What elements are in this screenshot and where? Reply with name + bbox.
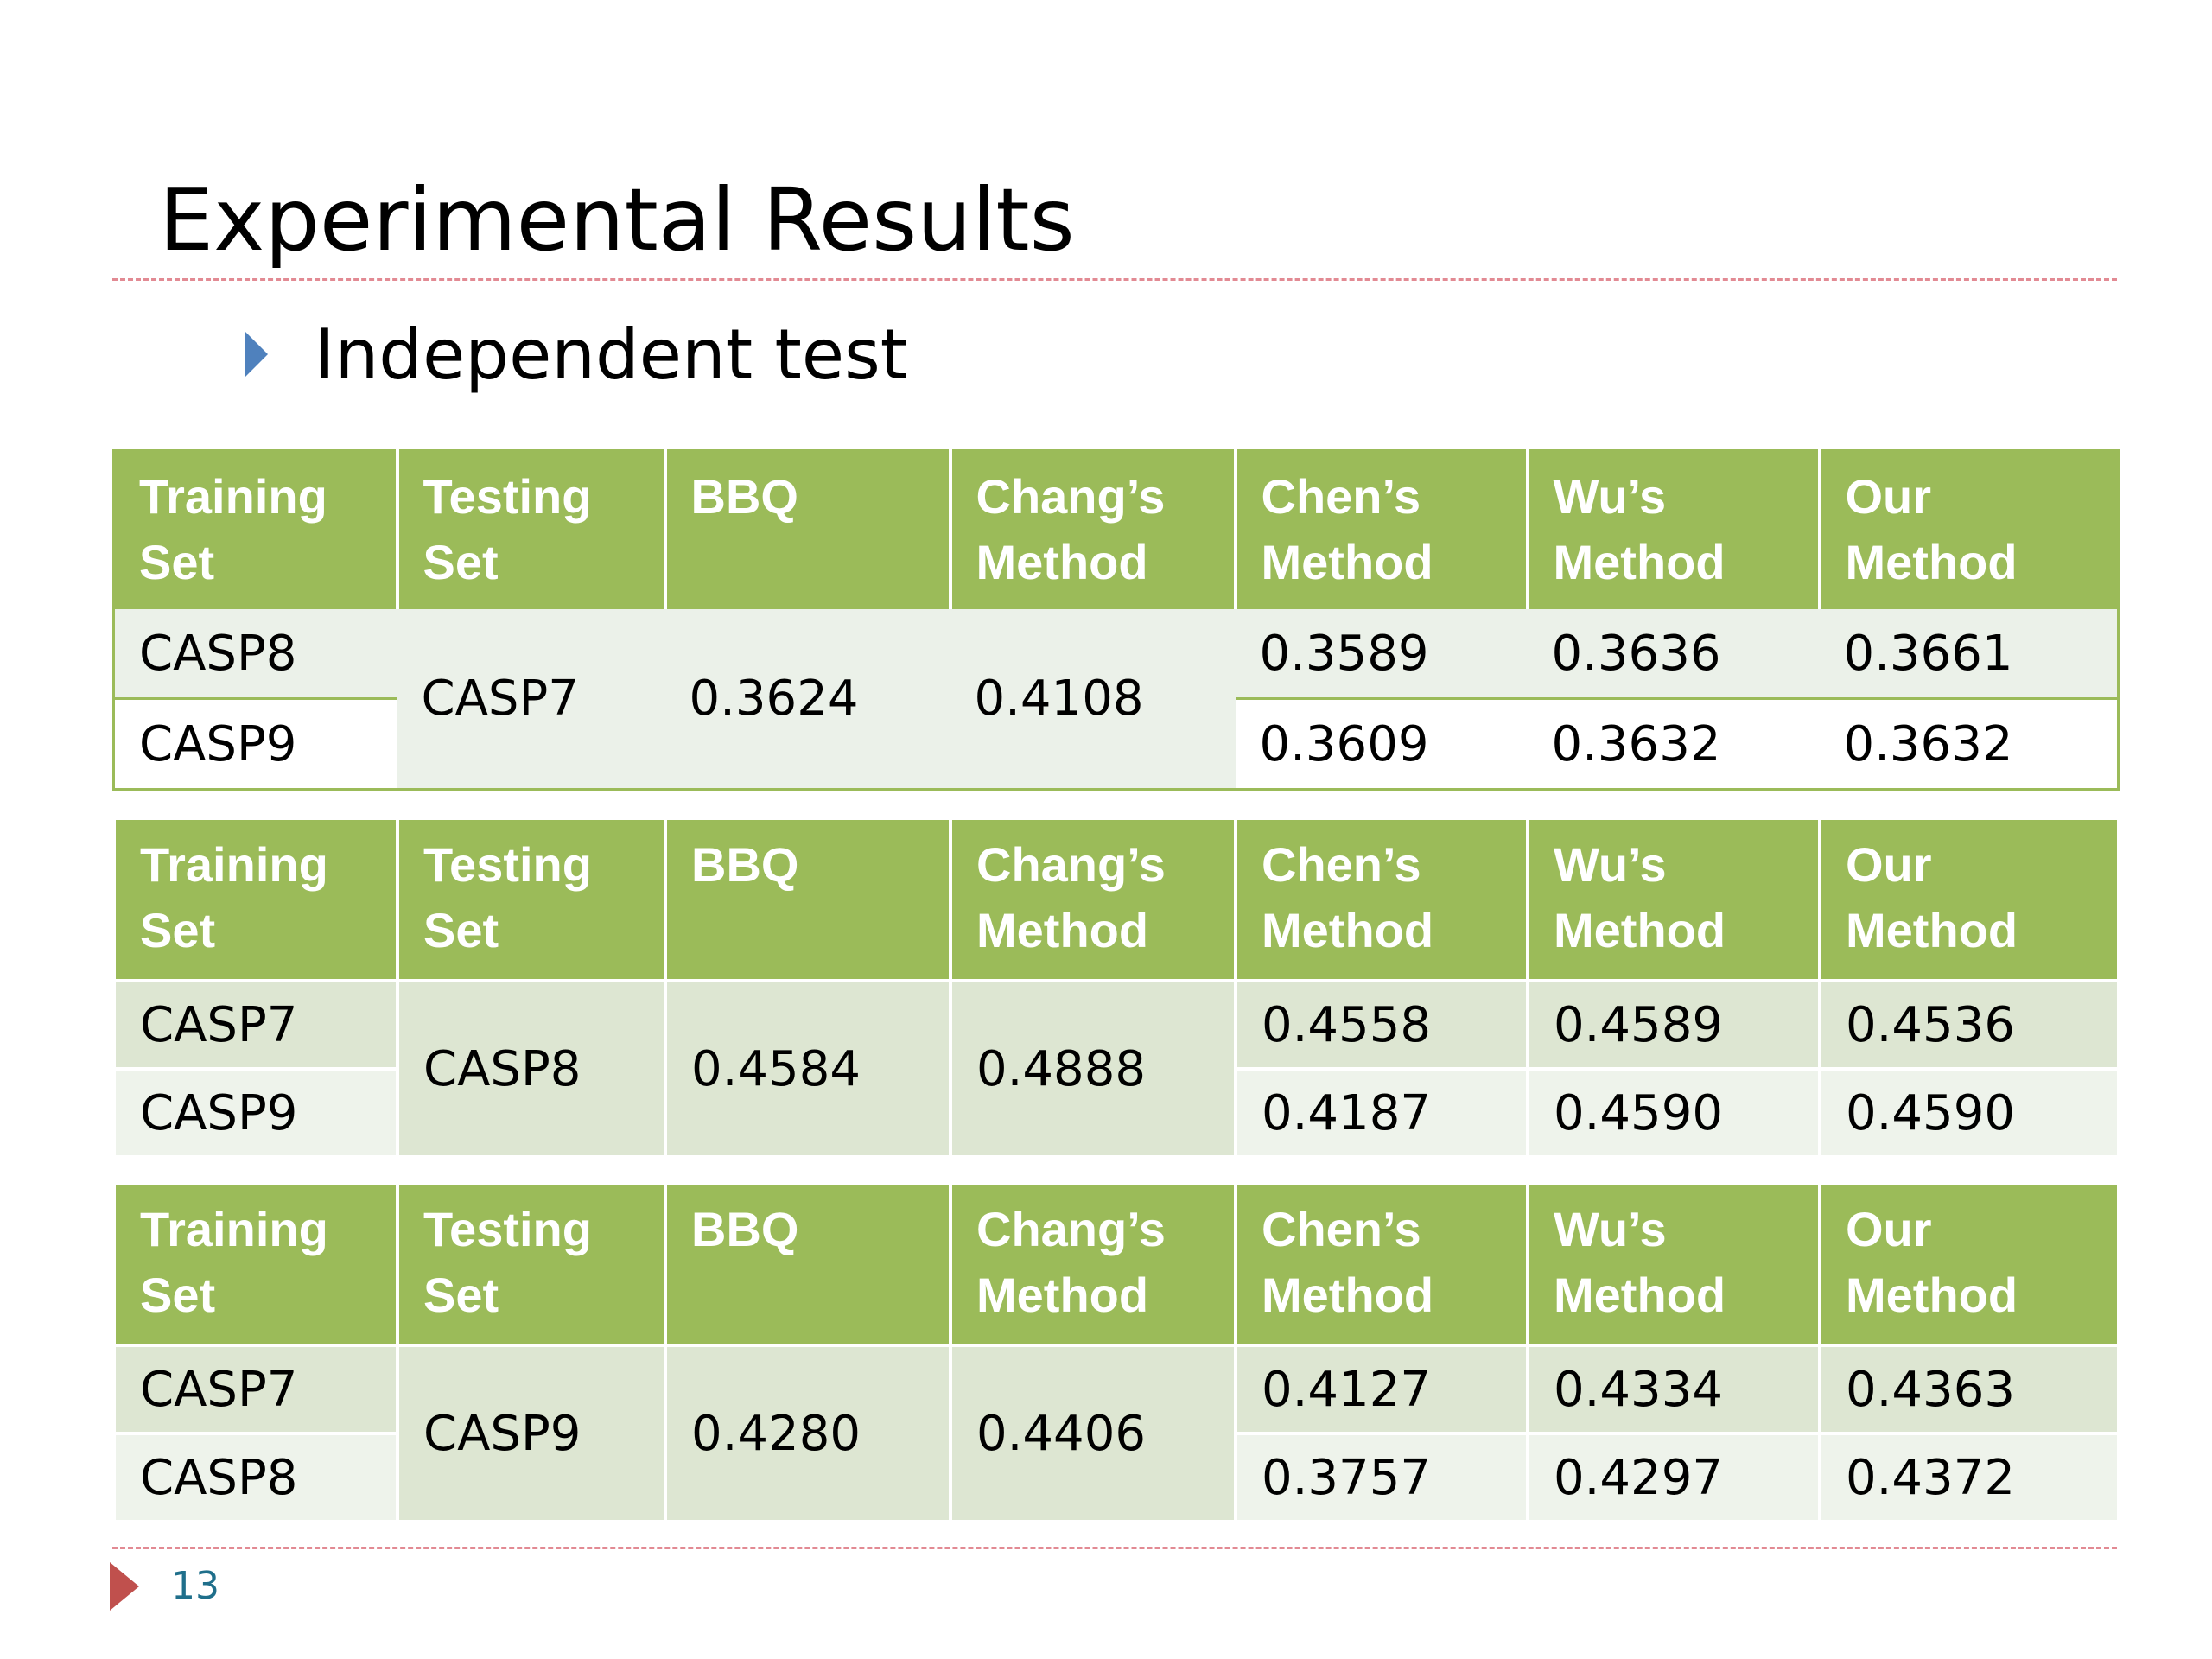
- cell-chen-method: 0.3609: [1235, 697, 1528, 790]
- cell-our-method: 0.3632: [1819, 697, 2119, 790]
- table-row: CASP8 CASP7 0.3624 0.4108 0.3589 0.3636 …: [113, 609, 2119, 790]
- header-wu-method: Wu’s Method: [1527, 450, 1821, 609]
- bottom-dashed-rule: [112, 1547, 2117, 1549]
- cell-bbq: 0.4280: [664, 1344, 952, 1523]
- footer-arrow-icon: [110, 1562, 139, 1611]
- cell-chen-method: 0.3757: [1234, 1432, 1529, 1523]
- header-chen-method: Chen’s Method: [1234, 817, 1529, 982]
- header-chang-method: Chang’s Method: [950, 450, 1237, 609]
- table-row: CASP8 0.3757 0.4297 0.4372: [112, 1432, 2120, 1523]
- cell-testing-set: CASP9: [396, 1344, 667, 1523]
- table-header-row: Training Set Testing Set BBQ Chang’s Method…: [112, 1181, 2120, 1347]
- results-table-casp8: Training Set Testing Set BBQ Chang’s Method…: [112, 817, 2120, 1159]
- header-wu-method: Wu’s Method: [1526, 1181, 1821, 1347]
- cell-our-method: 0.4372: [1818, 1432, 2120, 1523]
- table-row: CASP9 0.4187 0.4590 0.4590: [112, 1067, 2120, 1159]
- header-bbq: BBQ: [664, 1181, 952, 1347]
- cell-training-set: CASP9: [112, 1067, 399, 1159]
- results-table-casp7: Training Set Testing Set BBQ Chang’s Method…: [112, 449, 2120, 791]
- header-chang-method: Chang’s Method: [949, 1181, 1237, 1347]
- table-header-row: Training Set Testing Set BBQ Chang’s Method…: [113, 450, 2119, 609]
- header-our-method: Our Method: [1818, 1181, 2120, 1347]
- cell-our-method: 0.4536: [1818, 979, 2120, 1071]
- cell-chen-method: 0.4558: [1234, 979, 1529, 1071]
- cell-training-set: CASP9: [113, 697, 397, 790]
- bullet-text: Independent test: [315, 314, 908, 395]
- cell-wu-method: 0.4589: [1526, 979, 1821, 1071]
- cell-chang-method: 0.4406: [949, 1344, 1237, 1523]
- cell-testing-set: CASP8: [396, 979, 667, 1159]
- cell-wu-method: 0.4334: [1526, 1344, 1821, 1435]
- cell-training-set: CASP8: [112, 1432, 399, 1523]
- header-training-set: Training Set: [112, 1181, 399, 1347]
- header-chang-method: Chang’s Method: [949, 817, 1237, 982]
- header-testing-set: Testing Set: [397, 450, 667, 609]
- cell-our-method: 0.3661: [1819, 609, 2119, 699]
- cell-wu-method: 0.3632: [1527, 697, 1820, 790]
- cell-chang-method: 0.4888: [949, 979, 1237, 1159]
- cell-wu-method: 0.3636: [1527, 609, 1820, 699]
- bullet-item: Independent test: [245, 307, 907, 402]
- cell-testing-set: CASP7: [397, 609, 665, 790]
- table-row: CASP9 0.3609 0.3632 0.3632: [113, 697, 2119, 790]
- cell-chen-method: 0.3589: [1235, 609, 1528, 699]
- table-row: CASP7 CASP9 0.4280 0.4406 0.4127 0.4334 …: [112, 1344, 2120, 1523]
- header-our-method: Our Method: [1819, 450, 2119, 609]
- table-row: CASP7 CASP8 0.4584 0.4888 0.4558 0.4589 …: [112, 979, 2120, 1159]
- results-table-casp9: Training Set Testing Set BBQ Chang’s Method…: [112, 1181, 2120, 1523]
- cell-our-method: 0.4590: [1818, 1067, 2120, 1159]
- cell-chen-method: 0.4127: [1234, 1344, 1529, 1435]
- header-bbq: BBQ: [664, 817, 952, 982]
- header-training-set: Training Set: [112, 817, 399, 982]
- cell-wu-method: 0.4590: [1526, 1067, 1821, 1159]
- header-chen-method: Chen’s Method: [1234, 1181, 1529, 1347]
- slide-title: Experimental Results: [159, 169, 1075, 270]
- header-training-set: Training Set: [113, 450, 399, 609]
- cell-our-method: 0.4363: [1818, 1344, 2120, 1435]
- header-bbq: BBQ: [664, 450, 952, 609]
- cell-bbq: 0.3624: [664, 609, 950, 790]
- header-wu-method: Wu’s Method: [1526, 817, 1821, 982]
- header-our-method: Our Method: [1818, 817, 2120, 982]
- cell-wu-method: 0.4297: [1526, 1432, 1821, 1523]
- cell-chen-method: 0.4187: [1234, 1067, 1529, 1159]
- cell-training-set: CASP8: [113, 609, 397, 699]
- cell-training-set: CASP7: [112, 979, 399, 1071]
- cell-training-set: CASP7: [112, 1344, 399, 1435]
- page-number: 13: [171, 1564, 219, 1608]
- top-dashed-rule: [112, 278, 2117, 281]
- table-header-row: Training Set Testing Set BBQ Chang’s Method…: [112, 817, 2120, 982]
- cell-bbq: 0.4584: [664, 979, 952, 1159]
- header-testing-set: Testing Set: [396, 1181, 667, 1347]
- header-testing-set: Testing Set: [396, 817, 667, 982]
- cell-chang-method: 0.4108: [950, 609, 1236, 790]
- header-chen-method: Chen’s Method: [1235, 450, 1529, 609]
- bullet-arrow-icon: [245, 332, 268, 377]
